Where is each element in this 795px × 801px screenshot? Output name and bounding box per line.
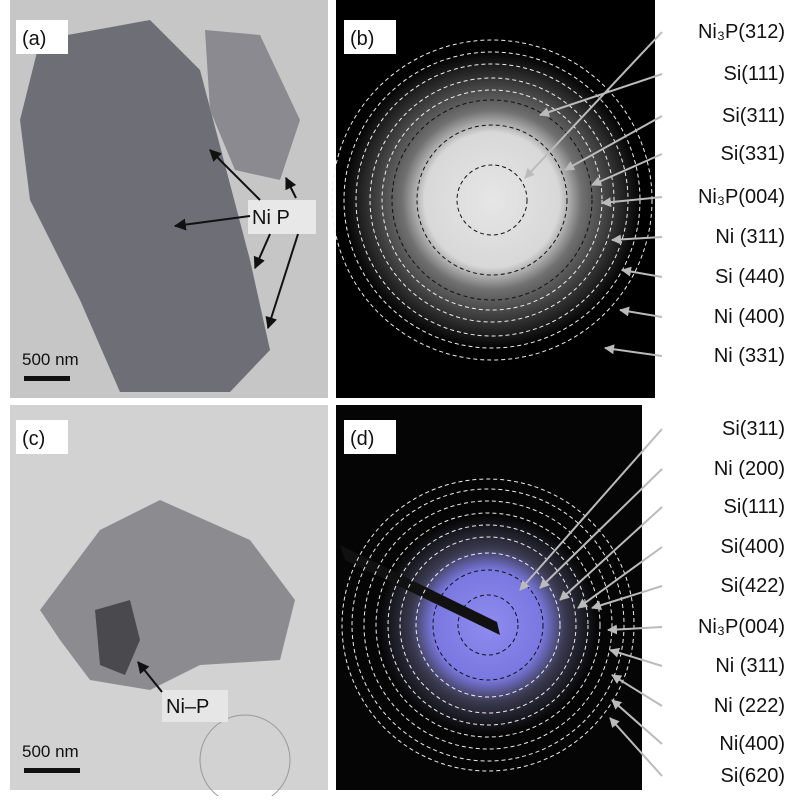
ring-label: Si(422) [721,575,785,597]
ring-label: Si(620) [721,765,785,787]
ring-label: Ni (200) [714,458,785,480]
ring-label: Si(311) [722,105,785,127]
ring-label: Ni₃P(312) [698,21,785,43]
ring-label: Ni(400) [719,733,785,755]
panel-label: (d) [350,428,374,450]
ring-label: Ni (222) [714,695,785,717]
panel-label: (b) [350,28,374,50]
ring-label: Ni (331) [714,345,785,367]
annotation: Ni P [252,207,290,229]
ring-label: Si (440) [715,266,785,288]
ring-label: Si(111) [723,496,785,518]
ring-label: Ni (311) [715,655,785,677]
ring-label: Ni₃P(004) [698,616,785,638]
ring-label: Ni (400) [714,306,785,328]
panel-b: (b) [332,0,655,398]
ring-label: Si(111) [723,63,785,85]
scale-bar-label: 500 nm [22,742,79,761]
panel-label: (a) [22,28,46,50]
ring-label: Ni₃P(004) [698,186,785,208]
ring-label: Ni (311) [715,226,785,248]
ring-label: Si(331) [721,143,785,165]
panel-label: (c) [22,428,45,450]
ring-label: Si(400) [721,536,785,558]
annotation: Ni–P [166,696,209,718]
ring-label: Si(311) [722,418,785,440]
figure: (a) Ni P 500 nm (b) (c) Ni–P 500 nm (d) … [0,0,795,796]
panel-c: (c) Ni–P 500 nm [10,405,328,796]
panel-a: (a) Ni P 500 nm [10,0,328,398]
panel-d: (d) [336,405,642,790]
scale-bar-label: 500 nm [22,350,79,369]
